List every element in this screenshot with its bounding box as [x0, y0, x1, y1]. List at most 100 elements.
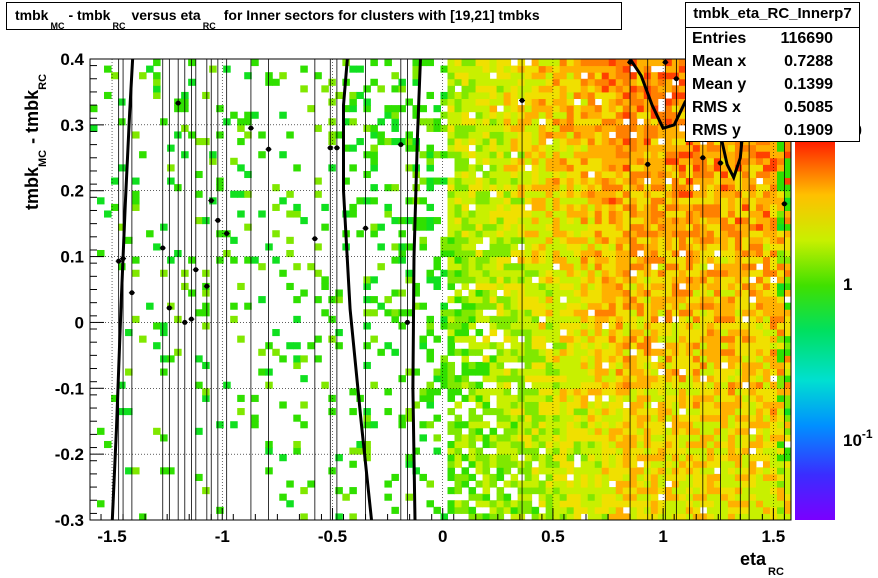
heatmap-cell — [538, 440, 547, 449]
heatmap-cell — [482, 454, 491, 462]
heatmap-cell — [622, 91, 631, 100]
heatmap-cell — [265, 72, 273, 80]
heatmap-cell — [195, 170, 203, 179]
heatmap-cell — [664, 111, 673, 119]
heatmap-cell — [475, 388, 484, 396]
heatmap-cell — [167, 467, 175, 475]
heatmap-cell — [720, 170, 729, 179]
heatmap-cell — [650, 368, 659, 376]
heatmap-cell — [510, 309, 519, 317]
heatmap-cell — [650, 361, 659, 370]
heatmap-cell — [622, 190, 631, 198]
heatmap-cell — [489, 243, 498, 251]
heatmap-cell — [748, 230, 757, 238]
heatmap-cell — [601, 329, 610, 337]
heatmap-cell — [566, 440, 575, 449]
heatmap-cell — [741, 236, 750, 244]
heatmap-cell — [580, 243, 589, 251]
heatmap-cell — [769, 309, 778, 317]
heatmap-cell — [678, 236, 687, 244]
heatmap-cell — [391, 118, 399, 126]
heatmap-cell — [482, 434, 491, 442]
heatmap-cell — [573, 177, 582, 185]
heatmap-cell — [699, 263, 708, 271]
heatmap-cell — [601, 289, 610, 297]
heatmap-cell — [503, 59, 512, 67]
heatmap-cell — [447, 78, 456, 86]
heatmap-cell — [447, 263, 456, 271]
heatmap-cell — [573, 434, 582, 442]
heatmap-cell — [608, 276, 617, 284]
heatmap-cell — [517, 236, 526, 244]
heatmap-cell — [468, 381, 477, 389]
heatmap-cell — [545, 454, 554, 462]
heatmap-cell — [636, 111, 645, 119]
heatmap-cell — [762, 177, 771, 185]
heatmap-cell — [608, 493, 617, 501]
heatmap-cell — [363, 197, 371, 205]
heatmap-cell — [671, 296, 680, 304]
heatmap-cell — [594, 131, 603, 139]
heatmap-cell — [601, 164, 610, 172]
heatmap-cell — [524, 236, 533, 244]
heatmap-cell — [594, 111, 603, 119]
heatmap-cell — [552, 118, 561, 126]
heatmap-cell — [412, 59, 420, 67]
heatmap-cell — [636, 138, 645, 146]
heatmap-cell — [531, 361, 540, 370]
heatmap-cell — [405, 269, 413, 277]
heatmap-cell — [783, 408, 791, 416]
heatmap-cell — [230, 190, 238, 198]
heatmap-cell — [468, 217, 477, 225]
heatmap-cell — [468, 414, 477, 422]
heatmap-cell — [559, 197, 568, 205]
heatmap-cell — [601, 427, 610, 435]
heatmap-cell — [755, 210, 764, 218]
heatmap-cell — [447, 65, 456, 73]
heatmap-cell — [489, 315, 498, 323]
heatmap-cell — [391, 473, 399, 481]
heatmap-cell — [258, 348, 266, 356]
heatmap-cell — [720, 197, 729, 205]
heatmap-cell — [349, 447, 357, 455]
heatmap-cell — [454, 434, 463, 442]
heatmap-cell — [650, 467, 659, 475]
heatmap-cell — [664, 408, 673, 416]
heatmap-cell — [258, 263, 266, 271]
heatmap-cell — [699, 434, 708, 442]
heatmap-cell — [720, 434, 729, 442]
heatmap-cell — [538, 223, 547, 231]
heatmap-cell — [377, 302, 385, 310]
heatmap-cell — [608, 381, 617, 389]
heatmap-cell — [636, 157, 645, 165]
heatmap-cell — [209, 65, 217, 73]
heatmap-cell — [706, 414, 715, 422]
heatmap-cell — [615, 335, 624, 343]
heatmap-cell — [734, 223, 743, 231]
heatmap-cell — [727, 434, 736, 442]
heatmap-cell — [608, 282, 617, 290]
heatmap-cell — [482, 91, 491, 100]
heatmap-cell — [720, 342, 729, 350]
heatmap-cell — [244, 118, 252, 126]
heatmap-cell — [580, 164, 589, 172]
heatmap-cell — [517, 388, 526, 396]
heatmap-cell — [454, 65, 463, 73]
heatmap-cell — [559, 460, 568, 468]
heatmap-cell — [615, 368, 624, 376]
heatmap-cell — [489, 131, 498, 139]
heatmap-cell — [580, 197, 589, 205]
heatmap-cell — [678, 91, 687, 100]
heatmap-cell — [580, 249, 589, 258]
heatmap-cell — [496, 269, 505, 277]
heatmap-cell — [720, 210, 729, 218]
heatmap-cell — [706, 315, 715, 323]
heatmap-cell — [153, 322, 161, 330]
heatmap-cell — [755, 296, 764, 304]
heatmap-cell — [748, 197, 757, 205]
heatmap-cell — [510, 427, 519, 435]
heatmap-cell — [538, 197, 547, 205]
heatmap-cell — [419, 59, 427, 67]
heatmap-cell — [713, 210, 722, 218]
heatmap-cell — [594, 427, 603, 435]
